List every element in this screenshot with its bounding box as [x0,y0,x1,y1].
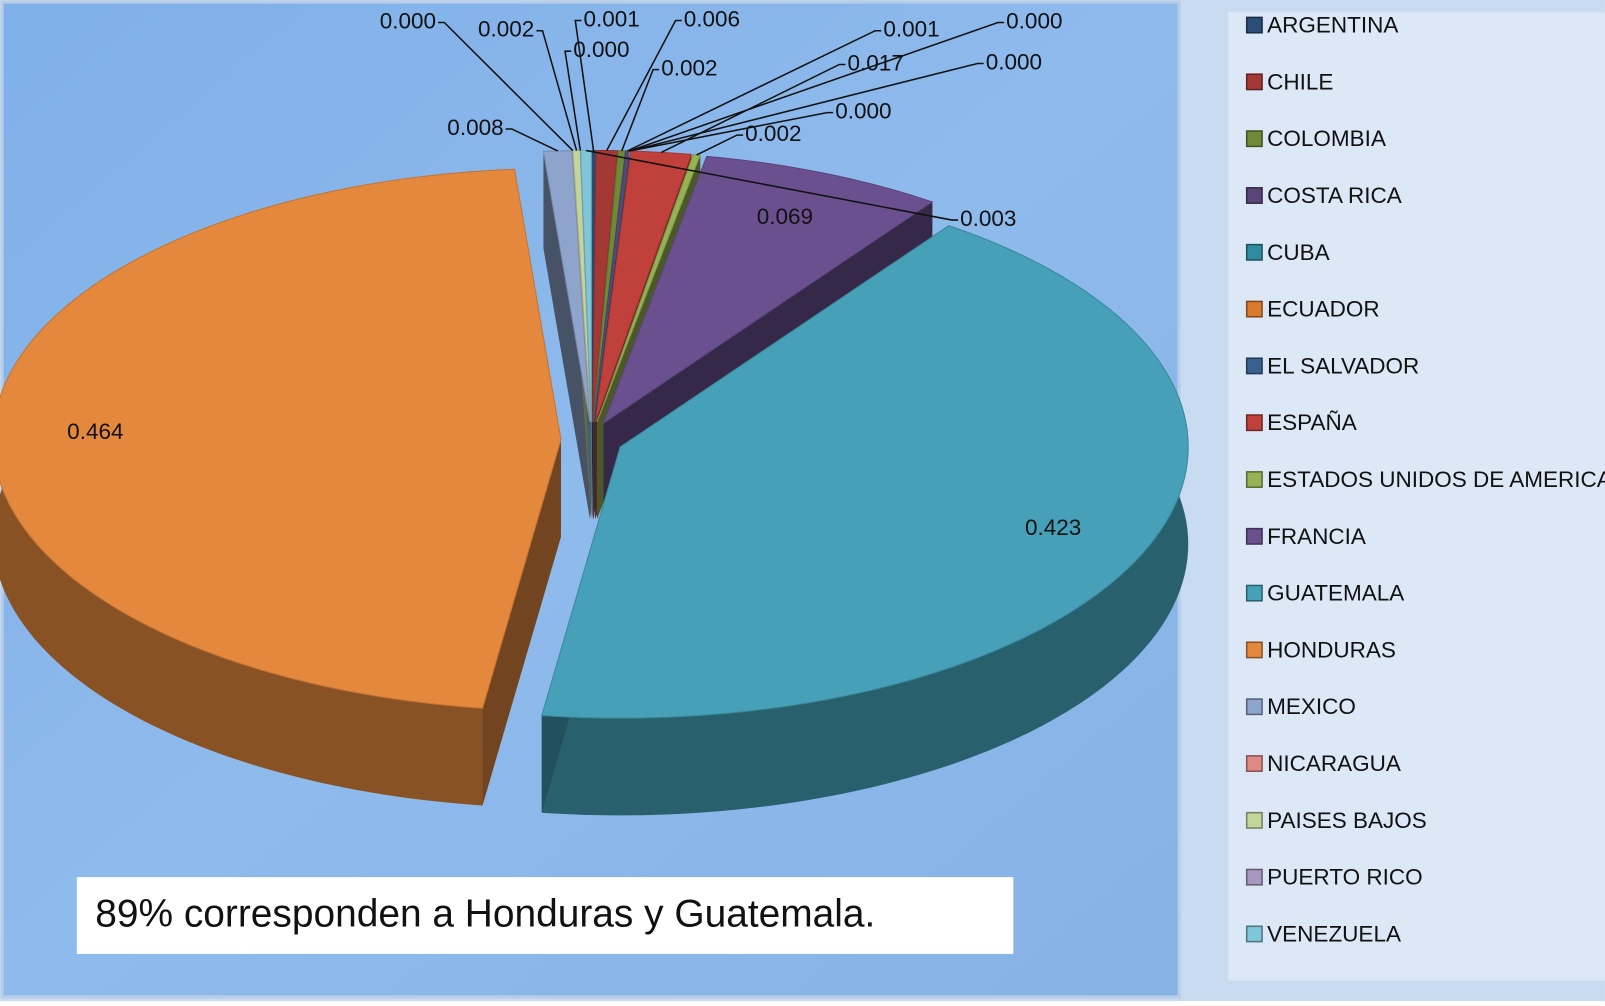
legend-label: VENEZUELA [1267,921,1401,946]
legend-label: PAISES BAJOS [1267,808,1427,833]
legend-swatch [1245,527,1263,545]
legend-panel [1228,12,1605,981]
data-label: 0.002 [478,17,534,42]
data-label: 0.069 [757,204,813,229]
data-label: 0.002 [661,56,717,81]
data-label: 0.003 [960,206,1016,231]
data-label: 0.000 [986,49,1042,74]
legend-swatch [1245,73,1263,91]
data-label: 0.423 [1025,515,1081,540]
legend-label: ESPAÑA [1267,410,1357,435]
legend-label: ARGENTINA [1267,13,1398,38]
annotation-box [76,877,1014,954]
leader-line [505,128,559,152]
annotation: 89% corresponden a Honduras y Guatemala. [95,892,875,935]
legend-swatch [1245,357,1263,375]
legend-swatch [1245,243,1263,261]
data-label: 0.000 [573,37,629,62]
legend-swatch [1245,300,1263,318]
legend-label: COLOMBIA [1267,126,1386,151]
leader-line [536,29,578,151]
slice [591,149,619,422]
legend-label: CUBA [1267,240,1330,265]
legend-swatch [1245,868,1263,886]
slice-side [541,225,1189,816]
data-label: 0.001 [883,17,939,42]
legend-swatch [1245,811,1263,829]
leader-line [627,29,882,152]
leader-line [585,149,959,221]
leader-line [606,19,682,151]
slice [594,150,693,422]
data-label: 0.000 [835,99,891,124]
data-label: 0.017 [848,50,904,75]
legend-swatch [1245,130,1263,148]
data-label: 0.000 [380,8,436,33]
leader-line [564,50,582,151]
legend-swatch [1245,16,1263,34]
data-label: 0.000 [1006,8,1062,33]
data-label: 0.006 [684,6,740,31]
slice-edge [543,151,590,519]
leader-line [629,111,834,152]
legend-swatch [1245,755,1263,772]
data-label: 0.008 [447,115,503,140]
leader-line [696,134,744,156]
slice [541,225,1189,719]
leader-line [438,21,574,152]
legend-label: EL SALVADOR [1267,353,1419,378]
leader-line [574,19,595,151]
legend-label: ECUADOR [1267,297,1380,322]
slice [593,150,630,422]
legend-label: MEXICO [1267,694,1356,719]
legend-label: GUATEMALA [1267,581,1404,606]
data-label: 0.001 [583,6,639,31]
legend-label: CHILE [1267,69,1333,94]
legend-swatch [1245,584,1263,602]
legend-swatch [1245,187,1263,204]
leader-line [629,62,984,152]
slice [602,155,934,425]
legend-swatch [1245,641,1263,659]
legend-label: HONDURAS [1267,637,1396,662]
slice [0,168,562,709]
legend-swatch [1245,698,1263,716]
legend-swatch [1245,925,1263,943]
data-label: 0.464 [67,419,123,444]
legend-swatch [1245,471,1263,488]
data-label: 0.002 [745,121,801,146]
legend-label: PUERTO RICO [1267,865,1422,890]
legend-label: ESTADOS UNIDOS DE AMERICA [1267,467,1605,492]
legend-label: FRANCIA [1267,524,1366,549]
slice-edge [482,439,561,806]
legend-swatch [1245,414,1263,432]
legend-label: NICARAGUA [1267,751,1401,776]
leader-line [621,68,660,152]
legend-label: COSTA RICA [1267,183,1402,208]
slice [542,150,591,422]
leader-line [660,63,846,154]
